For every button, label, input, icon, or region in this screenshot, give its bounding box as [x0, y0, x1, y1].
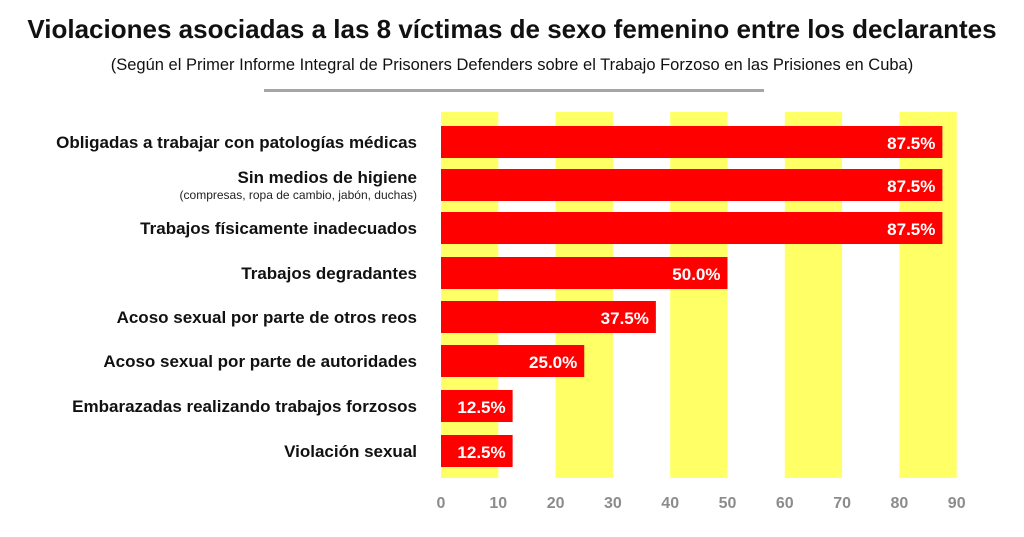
bar — [441, 257, 728, 289]
x-tick-label: 30 — [604, 495, 622, 512]
grid-band — [670, 112, 728, 478]
x-tick-label: 20 — [547, 495, 565, 512]
bar — [441, 345, 585, 377]
bar-value-label: 25.0% — [529, 353, 577, 372]
x-tick-label: 80 — [891, 495, 909, 512]
category-label: Trabajos físicamente inadecuados — [140, 219, 417, 238]
bar — [441, 212, 943, 244]
grid-bands — [441, 112, 957, 478]
x-tick-label: 60 — [776, 495, 794, 512]
x-tick-label: 10 — [489, 495, 507, 512]
title-divider — [264, 89, 764, 92]
grid-band — [899, 112, 957, 478]
category-labels: Obligadas a trabajar con patologías médi… — [56, 133, 417, 461]
bar-value-label: 12.5% — [457, 398, 505, 417]
category-label: Trabajos degradantes — [241, 264, 417, 283]
category-label: Embarazadas realizando trabajos forzosos — [72, 397, 417, 416]
bar-value-label: 37.5% — [601, 309, 649, 328]
category-label: Sin medios de higiene — [238, 168, 417, 187]
x-tick-label: 0 — [437, 495, 446, 512]
x-tick-label: 70 — [833, 495, 851, 512]
bars: 87.5% 87.5% 87.5% 50.0% 37.5% 25.0% 12.5% 12.5% — [441, 126, 943, 467]
category-label: Violación sexual — [284, 442, 417, 461]
bar-value-label: 87.5% — [887, 220, 935, 239]
category-label: Obligadas a trabajar con patologías médi… — [56, 133, 417, 152]
grid-band — [784, 112, 843, 478]
bar — [441, 390, 513, 422]
bar — [441, 169, 943, 201]
x-tick-label: 50 — [719, 495, 737, 512]
x-axis-ticks: 0 10 20 30 40 50 60 70 80 90 — [437, 495, 966, 512]
bar-value-label: 87.5% — [887, 177, 935, 196]
category-note: (compresas, ropa de cambio, jabón, ducha… — [180, 188, 417, 202]
grid-band — [441, 112, 499, 478]
chart-subtitle: (Según el Primer Informe Integral de Pri… — [110, 56, 914, 74]
x-tick-label: 90 — [948, 495, 966, 512]
bar-value-label: 12.5% — [457, 443, 505, 462]
bar — [441, 435, 513, 467]
bar — [441, 126, 943, 158]
grid-band — [555, 112, 613, 478]
bar-value-label: 50.0% — [672, 265, 720, 284]
bar-value-label: 87.5% — [887, 134, 935, 153]
x-tick-label: 40 — [661, 495, 679, 512]
category-label: Acoso sexual por parte de otros reos — [117, 308, 417, 327]
bar — [441, 301, 656, 333]
chart-title: Violaciones asociadas a las 8 víctimas d… — [27, 14, 997, 44]
category-label: Acoso sexual por parte de autoridades — [103, 352, 417, 371]
